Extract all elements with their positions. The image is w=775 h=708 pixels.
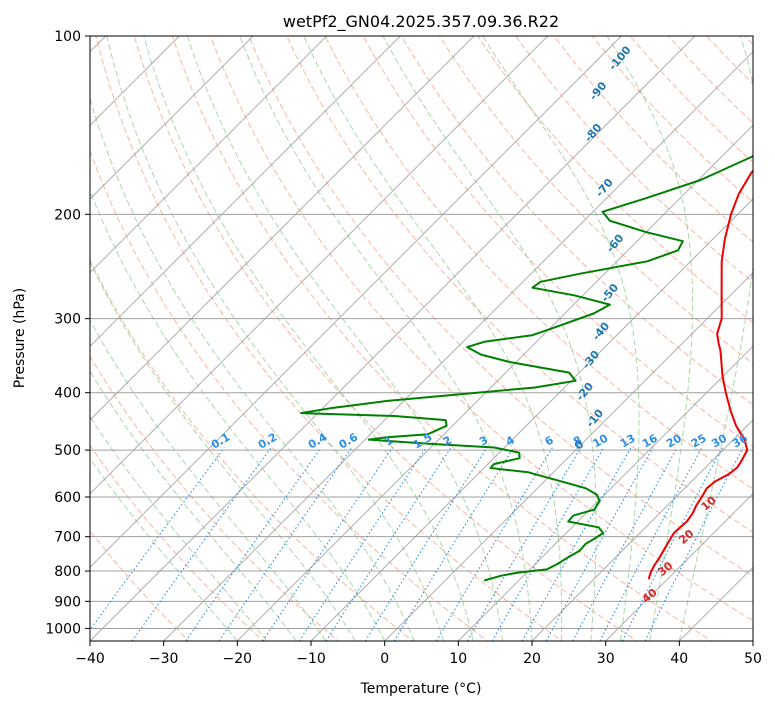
mixing-ratio-line [90, 447, 225, 631]
moist-adiabat [678, 36, 753, 641]
mixing-ratio-line [599, 447, 703, 641]
isotherm [531, 419, 753, 641]
dry-adiabat [324, 36, 753, 490]
isotherm [90, 36, 549, 495]
dry-adiabat [248, 36, 753, 577]
mixing-ratio-line [298, 447, 427, 641]
dry-adiabat [400, 36, 753, 406]
mixing-ratio-line [621, 447, 723, 641]
dry-adiabat [210, 36, 753, 622]
isotherm [457, 345, 753, 641]
dry-adiabat [90, 444, 265, 641]
mixing-ratio-line [644, 447, 744, 641]
axis-layer: −40 −30 −20 −10 0 10 20 30 40 50 1000 900 800 700 600 5… [45, 29, 762, 667]
y-tick-label: 300 [54, 312, 81, 328]
dry-adiabat [95, 36, 564, 641]
dry-adiabat [477, 36, 753, 324]
moist-adiabat [90, 457, 238, 641]
isotherm [90, 36, 328, 274]
x-tick-label: 30 [597, 651, 615, 667]
isotherm [90, 36, 696, 641]
mixing-ratio-line [325, 447, 452, 641]
isotherm [90, 36, 401, 348]
moist-adiabat [90, 189, 386, 641]
x-tick-label: −20 [223, 651, 253, 667]
dry-adiabat [90, 149, 489, 641]
y-tick-label: 700 [54, 530, 81, 546]
dry-adiabat [362, 36, 753, 448]
grid-layer [90, 36, 753, 641]
y-tick-label: 500 [54, 443, 81, 459]
plot-frame [89, 35, 754, 642]
mixing-ratio-line [364, 447, 488, 641]
y-axis-label: Pressure (hPa) [12, 288, 28, 388]
moist-adiabat [606, 36, 694, 641]
x-tick-label: 20 [523, 651, 541, 667]
y-tick-label: 900 [54, 594, 81, 610]
x-tick-label: 50 [744, 651, 762, 667]
mixing-ratio-line [572, 447, 678, 641]
dewpoint-profile [300, 154, 753, 582]
isotherm [90, 36, 475, 421]
y-tick-label: 200 [54, 207, 81, 223]
x-tick-label: −40 [75, 651, 105, 667]
chart-title: wetPf2_GN04.2025.357.09.36.R22 [283, 12, 559, 32]
x-tick-label: 0 [380, 651, 389, 667]
y-tick-label: 600 [54, 490, 81, 506]
x-tick-label: −10 [296, 651, 326, 667]
isotherm [605, 492, 753, 641]
mixing-ratio-line [467, 447, 582, 641]
isotherm [384, 271, 753, 641]
mixing-ratio-line [491, 447, 605, 641]
mixing-ratio-line [218, 447, 353, 641]
isotherm [90, 36, 254, 200]
moist-adiabat [303, 36, 563, 641]
isotherm [163, 50, 753, 641]
moist-adiabat [90, 369, 297, 641]
x-tick-label: 40 [670, 651, 688, 667]
y-tick-label: 800 [54, 564, 81, 580]
mixing-ratio-line [131, 447, 272, 641]
isotherm [90, 36, 622, 569]
mixing-ratio-line [185, 447, 322, 641]
mixing-ratio-line [393, 447, 515, 641]
x-axis-label: Temperature (°C) [360, 681, 482, 697]
moist-adiabat [482, 36, 640, 641]
isotherm [236, 124, 753, 641]
y-tick-label: 100 [54, 29, 81, 45]
moist-adiabat [106, 36, 445, 641]
moist-adiabat [90, 260, 356, 641]
moist-adiabat [90, 415, 268, 641]
x-tick-label: −30 [149, 651, 179, 667]
temperature-profile [648, 169, 753, 580]
moist-adiabat [143, 36, 474, 641]
x-tick-label: 10 [449, 651, 467, 667]
y-tick-label: 1000 [45, 621, 81, 637]
moist-adiabat [187, 36, 503, 641]
series-layer [300, 154, 753, 582]
moist-adiabat [239, 36, 533, 641]
mixing-ratio-line [262, 447, 393, 641]
isotherm [310, 198, 753, 641]
moist-adiabat [382, 36, 597, 641]
y-tick-label: 400 [54, 386, 81, 402]
